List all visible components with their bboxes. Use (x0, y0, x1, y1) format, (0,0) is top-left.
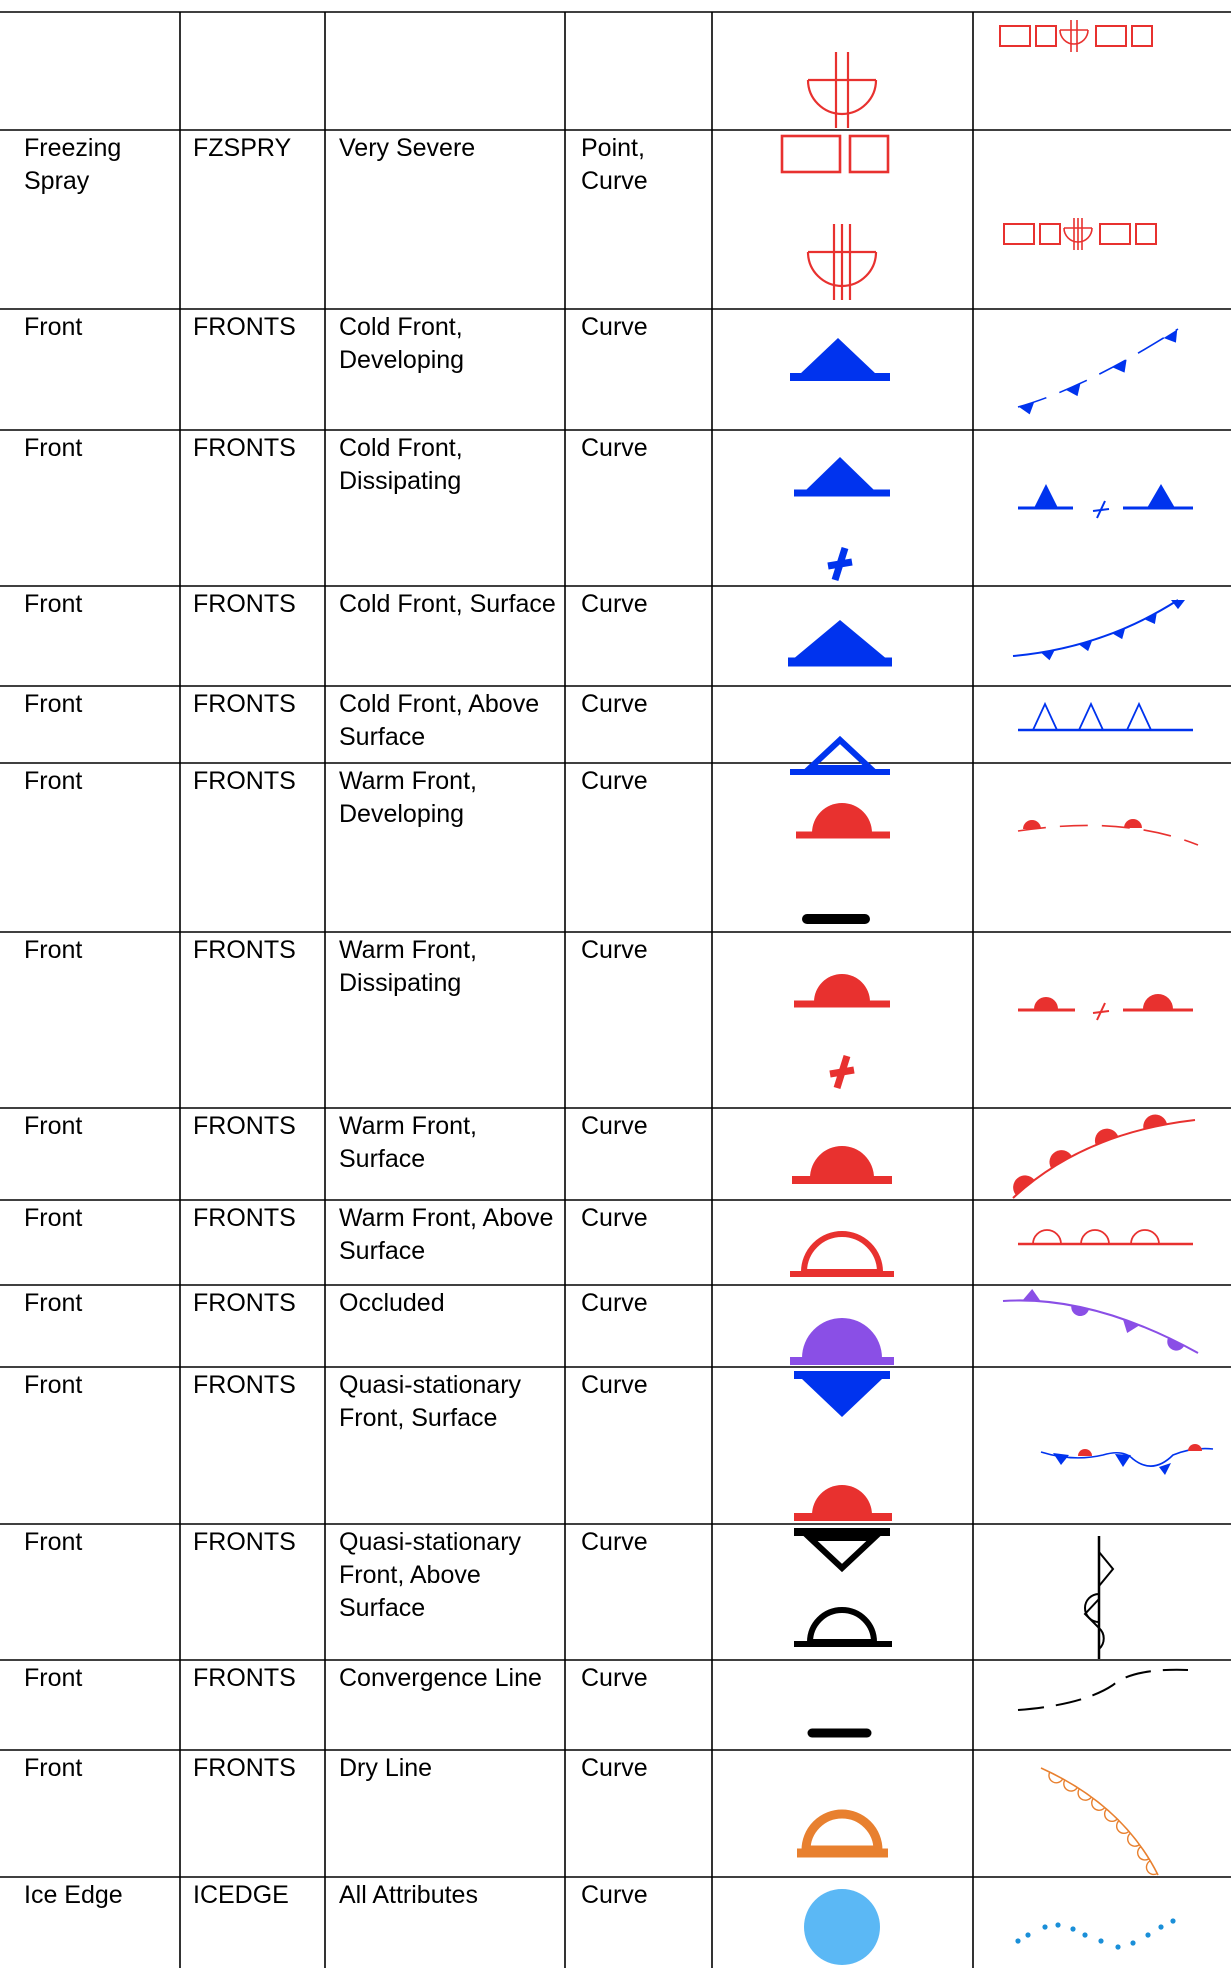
cell-geometry: Curve (581, 1371, 648, 1399)
cell-attribute: Warm Front, Developing (339, 767, 477, 828)
warm-front-above-surface-line (1018, 1229, 1193, 1246)
cell-feature: Front (24, 767, 83, 795)
cell-geometry: Curve (581, 434, 648, 462)
cell-code: FRONTS (193, 936, 296, 964)
cell-code: FRONTS (193, 590, 296, 618)
quasi-stationary-front-surface-symbol (794, 1371, 892, 1521)
cell-geometry: Curve (581, 1528, 648, 1556)
cell-feature: Front (24, 434, 83, 462)
cell-geometry: Curve (581, 767, 648, 795)
cell-feature: Front (24, 1371, 83, 1399)
cell-geometry: Curve (581, 1754, 648, 1782)
cell-code: FRONTS (193, 1754, 296, 1782)
cell-geometry: Curve (581, 313, 648, 341)
cell-code: FRONTS (193, 1289, 296, 1317)
ice-edge-line (1015, 1918, 1176, 1950)
warm-front-surface-line (1012, 1114, 1196, 1199)
occluded-front-line (1002, 1289, 1199, 1354)
cold-front-dissipating-line (1018, 484, 1193, 519)
cell-geometry: Curve (581, 1204, 648, 1232)
cell-attribute: Quasi-stationary Front, Surface (339, 1371, 522, 1432)
dry-line-symbol (797, 1809, 888, 1858)
ice-edge-symbol (804, 1889, 880, 1965)
cell-attribute: Dry Line (339, 1754, 433, 1782)
cell-geometry: Curve (581, 1881, 648, 1909)
freezing-spray-severe-line (999, 20, 1153, 52)
cell-attribute: All Attributes (339, 1881, 478, 1909)
cell-attribute: Cold Front, Surface (339, 590, 556, 618)
cell-geometry: Curve (581, 1664, 648, 1692)
cell-feature: Front (24, 690, 83, 718)
convergence-line-line (1017, 1668, 1189, 1711)
cell-code: FRONTS (193, 690, 296, 718)
warm-front-developing-line (1017, 819, 1199, 846)
cell-attribute: Very Severe (339, 134, 476, 162)
warm-front-developing-symbol (796, 803, 890, 924)
cell-feature: Front (24, 1204, 83, 1232)
dry-line-line (1040, 1767, 1159, 1876)
cell-attribute: Quasi-stationary Front, Above Surface (339, 1528, 522, 1622)
cold-front-dissipating-symbol (794, 457, 890, 582)
warm-front-dissipating-line (1018, 994, 1193, 1021)
cell-code: FRONTS (193, 767, 296, 795)
cell-code: FRONTS (193, 1371, 296, 1399)
freezing-spray-very-severe-line (1003, 218, 1157, 250)
cell-code: FRONTS (193, 1112, 296, 1140)
cell-geometry: Point, Curve (581, 134, 648, 195)
warm-front-above-surface-symbol (790, 1231, 894, 1277)
cell-code: FRONTS (193, 1664, 296, 1692)
cell-geometry: Curve (581, 690, 648, 718)
cell-attribute: Cold Front, Developing (339, 313, 465, 374)
cold-front-above-surface-symbol (790, 735, 890, 775)
freezing-spray-severe-symbol (806, 52, 878, 128)
warm-front-dissipating-symbol (794, 974, 890, 1090)
cell-feature: Front (24, 1112, 83, 1140)
convergence-line-symbol (807, 1728, 872, 1738)
cold-front-developing-symbol (790, 338, 890, 381)
cell-attribute: Occluded (339, 1289, 445, 1317)
cell-feature: Ice Edge (24, 1881, 123, 1909)
warm-front-surface-symbol (792, 1146, 892, 1184)
cell-feature: Front (24, 1664, 83, 1692)
cell-geometry: Curve (581, 1112, 648, 1140)
cell-code: ICEDGE (193, 1881, 289, 1909)
cell-feature: Front (24, 936, 83, 964)
cell-geometry: Curve (581, 936, 648, 964)
cell-feature: Front (24, 1528, 83, 1556)
cold-front-above-surface-line (1018, 701, 1193, 732)
cell-feature: Front (24, 313, 83, 341)
cell-code: FZSPRY (193, 134, 292, 162)
cold-front-developing-line (1017, 328, 1179, 415)
cell-geometry: Curve (581, 1289, 648, 1317)
cell-attribute: Warm Front, Dissipating (339, 936, 477, 997)
cell-code: FRONTS (193, 1528, 296, 1556)
cold-front-surface-line (1012, 599, 1185, 661)
quasi-stationary-front-above-surface-line (1083, 1536, 1115, 1659)
cell-feature: Front (24, 590, 83, 618)
cell-code: FRONTS (193, 1204, 296, 1232)
cell-feature: Front (24, 1754, 83, 1782)
cell-feature: Front (24, 1289, 83, 1317)
cell-attribute: Warm Front, Surface (339, 1112, 477, 1173)
cell-attribute: Cold Front, Above Surface (339, 690, 540, 751)
cell-attribute: Warm Front, Above Surface (339, 1204, 554, 1265)
freezing-spray-very-severe-symbol (780, 134, 890, 300)
cell-code: FRONTS (193, 313, 296, 341)
cell-feature: Freezing Spray (24, 134, 122, 195)
cell-code: FRONTS (193, 434, 296, 462)
quasi-stationary-front-surface-line (1040, 1444, 1214, 1475)
quasi-stationary-front-above-surface-symbol (794, 1528, 892, 1647)
cell-attribute: Cold Front, Dissipating (339, 434, 463, 495)
cold-front-surface-symbol (788, 620, 892, 667)
occluded-front-symbol (790, 1318, 894, 1365)
cell-attribute: Convergence Line (339, 1664, 542, 1692)
cell-geometry: Curve (581, 590, 648, 618)
